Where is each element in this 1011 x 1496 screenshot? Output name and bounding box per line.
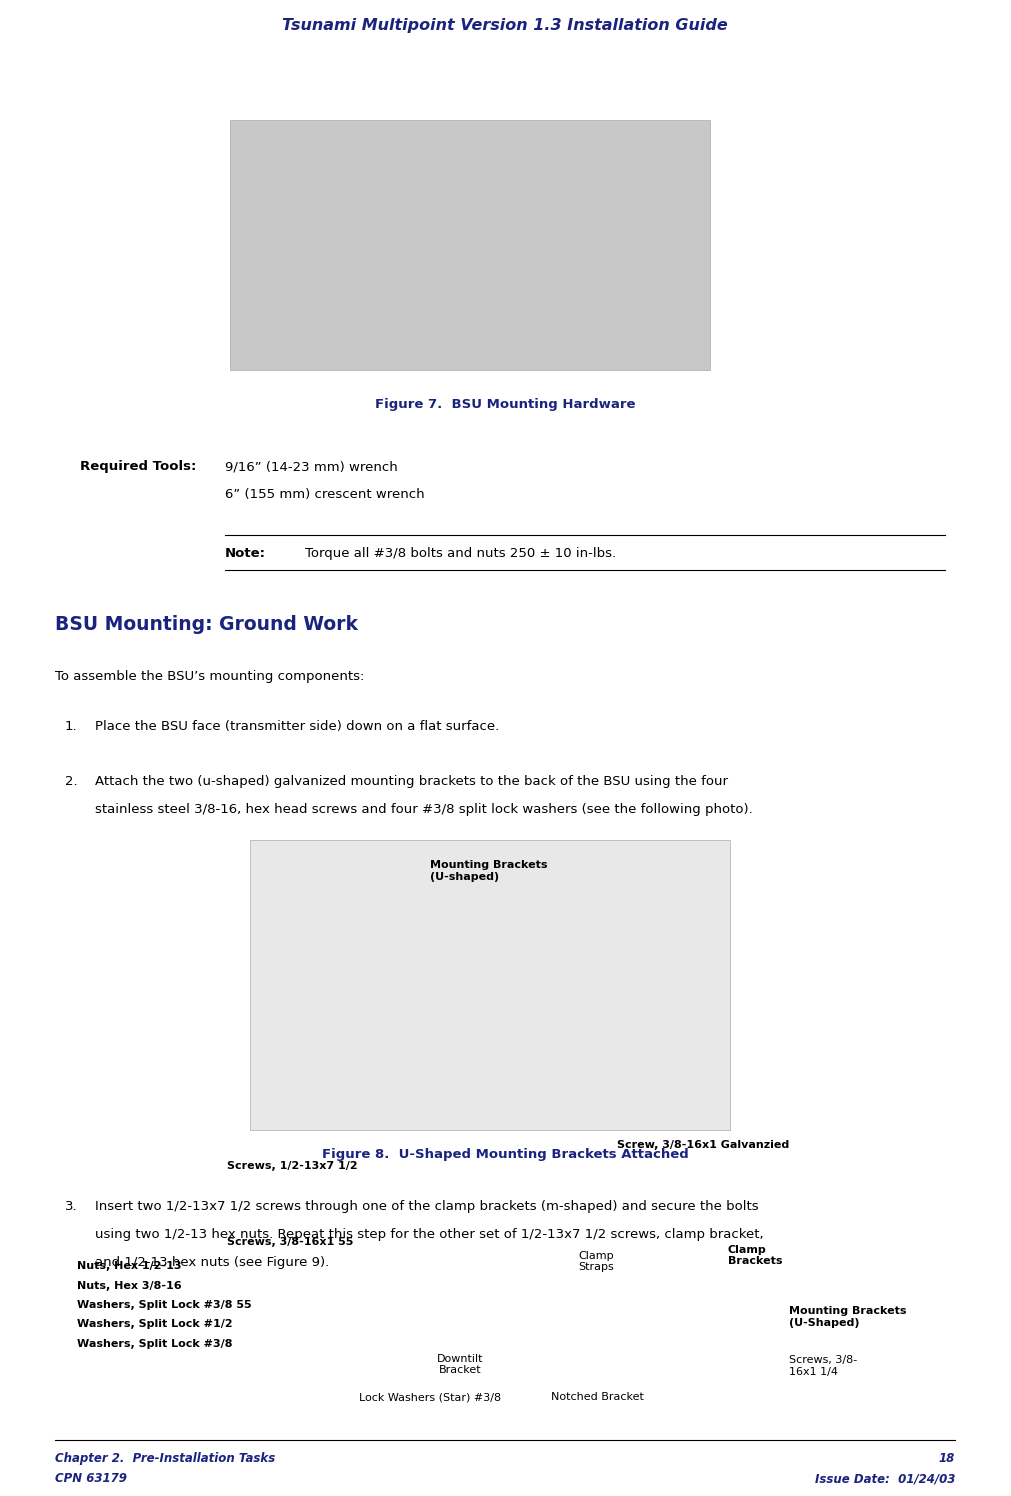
Text: stainless steel 3/8-16, hex head screws and four #3/8 split lock washers (see th: stainless steel 3/8-16, hex head screws … [95,803,753,815]
Text: 18: 18 [939,1453,955,1465]
Text: Screws, 1/2-13x7 1/2: Screws, 1/2-13x7 1/2 [227,1161,358,1171]
Text: Washers, Split Lock #3/8 55: Washers, Split Lock #3/8 55 [77,1300,252,1310]
Text: Tsunami Multipoint Version 1.3 Installation Guide: Tsunami Multipoint Version 1.3 Installat… [282,18,728,33]
Text: Insert two 1/2-13x7 1/2 screws through one of the clamp brackets (m-shaped) and : Insert two 1/2-13x7 1/2 screws through o… [95,1200,758,1213]
Text: Nuts, Hex 1/2-13: Nuts, Hex 1/2-13 [77,1261,181,1272]
Text: Figure 7.  BSU Mounting Hardware: Figure 7. BSU Mounting Hardware [375,398,635,411]
Text: 3.: 3. [65,1200,78,1213]
Text: 9/16” (14-23 mm) wrench: 9/16” (14-23 mm) wrench [225,459,397,473]
Text: 1.: 1. [65,720,78,733]
Text: Downtilt
Bracket: Downtilt Bracket [437,1354,483,1375]
Text: 6” (155 mm) crescent wrench: 6” (155 mm) crescent wrench [225,488,425,501]
Text: Washers, Split Lock #3/8: Washers, Split Lock #3/8 [77,1339,233,1349]
Text: To assemble the BSU’s mounting components:: To assemble the BSU’s mounting component… [55,670,364,684]
Text: Figure 8.  U-Shaped Mounting Brackets Attached: Figure 8. U-Shaped Mounting Brackets Att… [321,1147,688,1161]
Text: and 1/2-13 hex nuts (see Figure 9).: and 1/2-13 hex nuts (see Figure 9). [95,1257,330,1269]
Text: Required Tools:: Required Tools: [80,459,196,473]
Text: Screws, 3/8-
16x1 1/4: Screws, 3/8- 16x1 1/4 [789,1355,857,1376]
Text: Nuts, Hex 3/8-16: Nuts, Hex 3/8-16 [77,1281,181,1291]
Text: Clamp
Brackets: Clamp Brackets [728,1245,783,1266]
Text: BSU Mounting: Ground Work: BSU Mounting: Ground Work [55,615,358,634]
Text: Mounting Brackets
(U-shaped): Mounting Brackets (U-shaped) [430,860,548,881]
Text: Place the BSU face (transmitter side) down on a flat surface.: Place the BSU face (transmitter side) do… [95,720,499,733]
Text: Screws, 3/8-16x1 55: Screws, 3/8-16x1 55 [227,1237,354,1248]
Text: Torque all #3/8 bolts and nuts 250 ± 10 in-lbs.: Torque all #3/8 bolts and nuts 250 ± 10 … [305,548,616,560]
Text: Issue Date:  01/24/03: Issue Date: 01/24/03 [815,1472,955,1486]
Text: Note:: Note: [225,548,266,560]
FancyBboxPatch shape [250,839,730,1129]
Text: Clamp
Straps: Clamp Straps [578,1251,615,1272]
Text: Lock Washers (Star) #3/8: Lock Washers (Star) #3/8 [359,1391,501,1402]
Text: Screw, 3/8-16x1 Galvanzied: Screw, 3/8-16x1 Galvanzied [617,1140,789,1150]
Text: Washers, Split Lock #1/2: Washers, Split Lock #1/2 [77,1319,233,1330]
Text: Notched Bracket: Notched Bracket [551,1391,644,1402]
Text: using two 1/2-13 hex nuts. Repeat this step for the other set of 1/2-13x7 1/2 sc: using two 1/2-13 hex nuts. Repeat this s… [95,1228,763,1242]
FancyBboxPatch shape [229,120,710,370]
Text: 2.: 2. [65,775,78,788]
Text: Chapter 2.  Pre-Installation Tasks: Chapter 2. Pre-Installation Tasks [55,1453,275,1465]
Text: Mounting Brackets
(U-Shaped): Mounting Brackets (U-Shaped) [789,1306,906,1327]
Text: Attach the two (u-shaped) galvanized mounting brackets to the back of the BSU us: Attach the two (u-shaped) galvanized mou… [95,775,728,788]
Text: CPN 63179: CPN 63179 [55,1472,126,1486]
